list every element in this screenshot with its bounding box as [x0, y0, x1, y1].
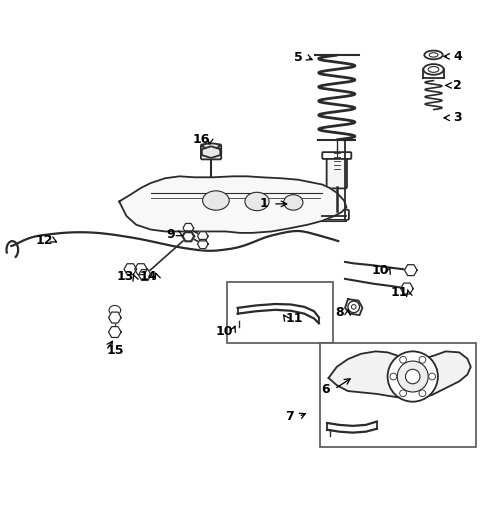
Polygon shape — [124, 264, 136, 275]
Bar — [227, 282, 333, 343]
Ellipse shape — [428, 53, 437, 57]
Polygon shape — [278, 307, 288, 316]
Text: 15: 15 — [106, 344, 123, 357]
Text: 10: 10 — [371, 264, 388, 277]
Ellipse shape — [427, 66, 438, 72]
FancyBboxPatch shape — [200, 144, 221, 159]
Text: 14: 14 — [139, 270, 157, 283]
Polygon shape — [119, 176, 346, 233]
Ellipse shape — [202, 143, 219, 148]
Circle shape — [396, 361, 427, 392]
Text: 10: 10 — [215, 324, 232, 337]
Polygon shape — [400, 283, 412, 294]
Polygon shape — [201, 146, 220, 158]
Polygon shape — [344, 299, 362, 315]
Polygon shape — [197, 239, 208, 249]
Text: 4: 4 — [453, 50, 461, 63]
FancyBboxPatch shape — [326, 157, 346, 188]
Circle shape — [418, 357, 425, 363]
Text: 13: 13 — [117, 270, 134, 283]
Polygon shape — [197, 231, 208, 241]
Circle shape — [351, 305, 355, 309]
Ellipse shape — [244, 192, 269, 211]
Circle shape — [347, 301, 359, 312]
Polygon shape — [108, 326, 121, 337]
Text: 6: 6 — [321, 383, 329, 395]
Polygon shape — [232, 316, 244, 326]
Polygon shape — [311, 315, 323, 325]
Text: 8: 8 — [334, 306, 343, 319]
FancyBboxPatch shape — [322, 152, 350, 159]
Circle shape — [399, 357, 406, 363]
Text: 16: 16 — [192, 133, 210, 146]
FancyBboxPatch shape — [324, 210, 348, 220]
Polygon shape — [323, 425, 335, 435]
Text: 9: 9 — [166, 228, 175, 241]
Text: 5: 5 — [293, 51, 302, 64]
Ellipse shape — [423, 64, 443, 75]
Circle shape — [389, 373, 396, 380]
Polygon shape — [328, 351, 470, 399]
Polygon shape — [108, 312, 121, 323]
Circle shape — [428, 373, 435, 380]
Polygon shape — [404, 265, 416, 276]
Text: 11: 11 — [286, 312, 303, 325]
Text: 12: 12 — [35, 234, 53, 247]
Bar — [319, 343, 475, 447]
Circle shape — [387, 351, 437, 402]
Text: 2: 2 — [453, 79, 461, 92]
Text: 11: 11 — [390, 286, 408, 299]
Polygon shape — [233, 329, 243, 338]
Polygon shape — [182, 231, 193, 241]
Circle shape — [399, 390, 406, 397]
Polygon shape — [324, 438, 333, 446]
Circle shape — [418, 390, 425, 397]
Polygon shape — [182, 224, 193, 233]
Ellipse shape — [424, 50, 442, 59]
Ellipse shape — [202, 191, 229, 210]
Text: 7: 7 — [285, 410, 294, 423]
Text: 1: 1 — [259, 197, 268, 210]
Circle shape — [405, 370, 419, 384]
Polygon shape — [138, 269, 151, 280]
Text: 3: 3 — [453, 111, 461, 125]
Polygon shape — [182, 231, 194, 242]
Ellipse shape — [283, 195, 302, 210]
Polygon shape — [135, 264, 147, 275]
